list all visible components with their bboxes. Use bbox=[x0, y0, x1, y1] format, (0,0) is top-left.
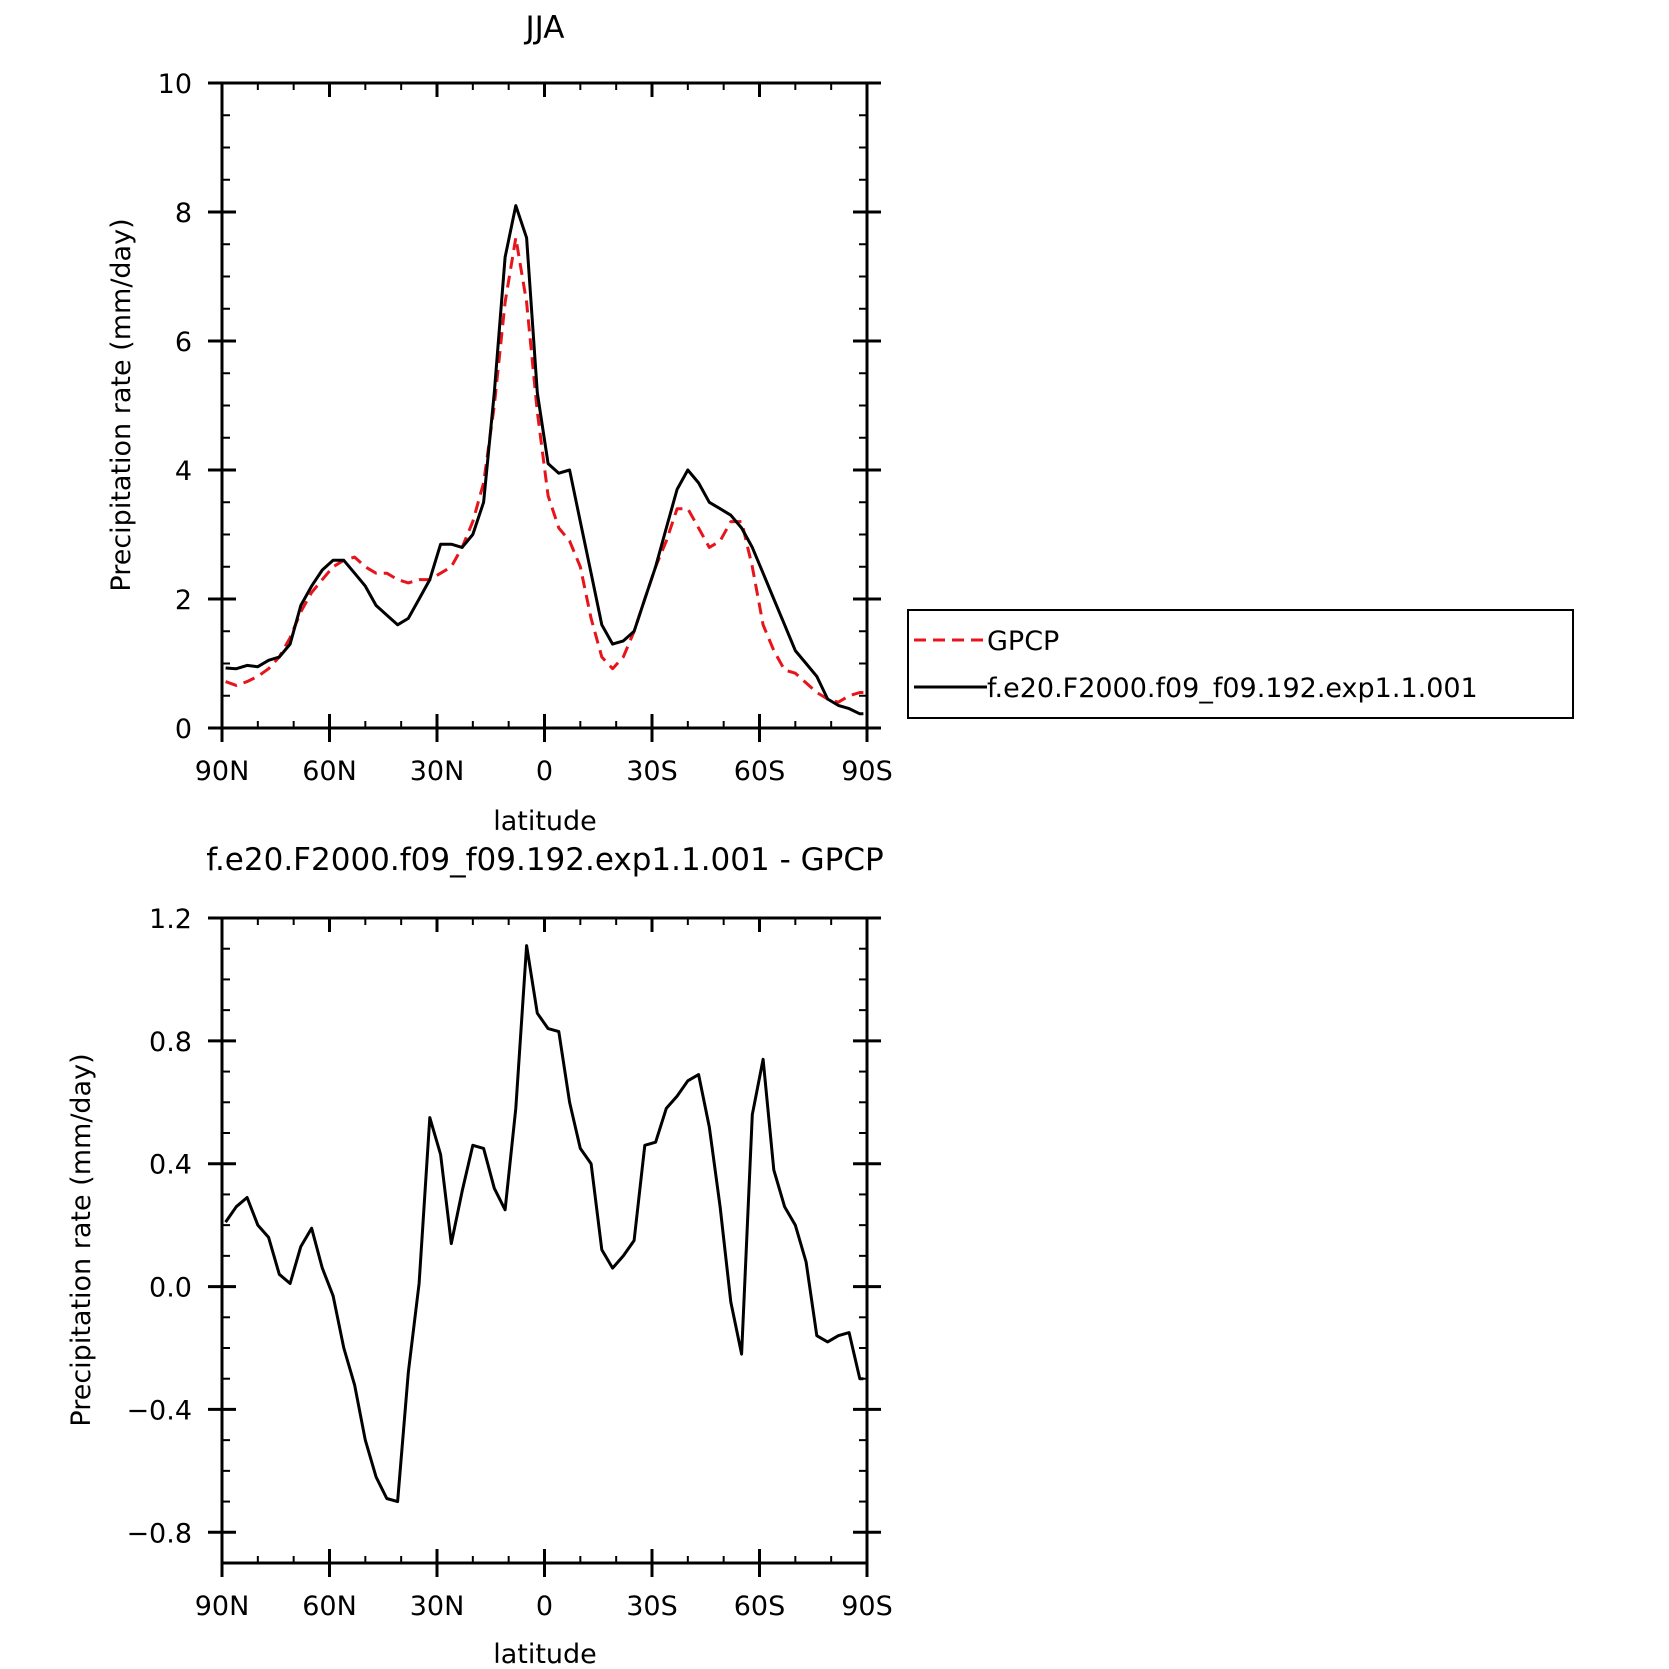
axis-ticks bbox=[208, 81, 881, 742]
series-line-model bbox=[225, 204, 864, 716]
legend-label-model: f.e20.F2000.f09_f09.192.exp1.1.001 bbox=[987, 673, 1478, 704]
y-tick-label: 2 bbox=[175, 585, 192, 616]
x-tick-label: 90S bbox=[841, 756, 893, 787]
y-tick-label: 0.0 bbox=[149, 1273, 192, 1304]
y-axis-label: Precipitation rate (mm/day) bbox=[66, 1053, 97, 1426]
tick-labels: 90N 60N 30N 0 30S 60S 90S 0 2 4 6 8 10 bbox=[158, 69, 893, 787]
x-tick-label: 90N bbox=[195, 1591, 250, 1622]
x-tick-label: 60S bbox=[734, 1591, 786, 1622]
axis-ticks bbox=[208, 916, 881, 1577]
chart-marks bbox=[224, 944, 864, 1504]
x-tick-label: 60N bbox=[302, 1591, 357, 1622]
x-tick-label: 30N bbox=[410, 1591, 465, 1622]
x-axis-label: latitude bbox=[493, 1639, 597, 1669]
x-tick-label: 60S bbox=[734, 756, 786, 787]
x-tick-label: 30S bbox=[626, 1591, 678, 1622]
chart-difference: f.e20.F2000.f09_f09.192.exp1.1.001 - GPC… bbox=[66, 842, 893, 1669]
y-tick-label: −0.4 bbox=[126, 1395, 192, 1426]
series-line-gpcp bbox=[225, 236, 864, 704]
y-tick-label: 6 bbox=[175, 327, 192, 358]
y-tick-label: −0.8 bbox=[126, 1518, 192, 1549]
x-tick-label: 60N bbox=[302, 756, 357, 787]
y-tick-label: 4 bbox=[175, 456, 192, 487]
y-axis-label: Precipitation rate (mm/day) bbox=[106, 218, 137, 591]
chart-title: f.e20.F2000.f09_f09.192.exp1.1.001 - GPC… bbox=[206, 842, 883, 878]
x-tick-label: 90N bbox=[195, 756, 250, 787]
series-line-model bbox=[224, 944, 864, 1504]
y-tick-label: 0.4 bbox=[149, 1150, 192, 1181]
x-tick-label: 30N bbox=[410, 756, 465, 787]
y-tick-label: 0 bbox=[175, 714, 192, 745]
x-tick-label: 30S bbox=[626, 756, 678, 787]
y-tick-label: 8 bbox=[175, 198, 192, 229]
x-tick-label: 0 bbox=[536, 756, 553, 787]
chart-title: JJA bbox=[524, 10, 565, 46]
x-tick-label: 90S bbox=[841, 1591, 893, 1622]
y-tick-label: 0.8 bbox=[149, 1027, 192, 1058]
x-axis-label: latitude bbox=[493, 806, 597, 837]
y-tick-label: 10 bbox=[158, 69, 192, 100]
y-tick-label: 1.2 bbox=[149, 904, 192, 935]
legend: GPCP f.e20.F2000.f09_f09.192.exp1.1.001 bbox=[907, 609, 1574, 719]
legend-label-gpcp: GPCP bbox=[987, 626, 1059, 657]
x-tick-label: 0 bbox=[536, 1591, 553, 1622]
tick-labels: 90N 60N 30N 0 30S 60S 90S 1.2 0.8 0.4 0.0 −0.4 −0.8 bbox=[126, 904, 892, 1622]
legend-box bbox=[907, 609, 1574, 719]
chart-marks bbox=[225, 204, 864, 716]
